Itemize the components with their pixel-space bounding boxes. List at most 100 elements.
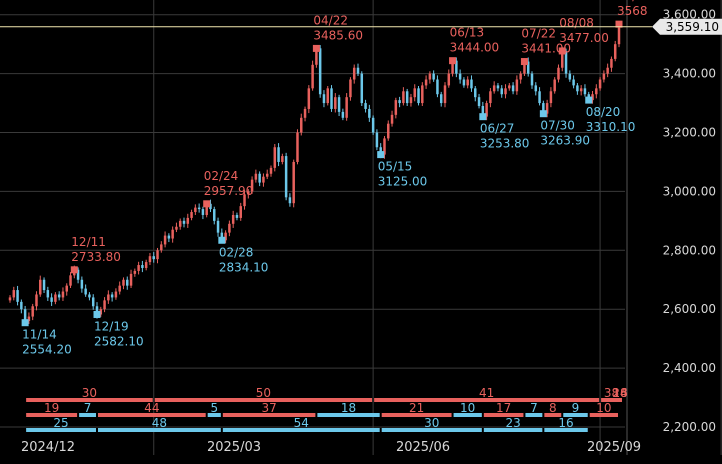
candle-body [76, 269, 80, 280]
candle-body [250, 179, 254, 192]
candle-body [421, 85, 424, 104]
annotation-date: 12/11 [71, 235, 106, 249]
candle-body [178, 220, 182, 227]
count-bar [618, 398, 622, 402]
candle-body [122, 279, 125, 286]
candle-body [281, 156, 284, 162]
annotation-price: 3444.00 [450, 41, 500, 55]
candle-body [602, 73, 606, 80]
candle-body [69, 275, 72, 286]
candle-body [405, 91, 409, 104]
count-label: 30 [82, 386, 97, 400]
candle-body [269, 167, 273, 174]
count-label: 7 [84, 401, 92, 415]
candle-body [564, 50, 568, 74]
candle-body [12, 290, 16, 298]
candle-body [54, 294, 57, 302]
x-tick-label: 2024/12 [21, 440, 75, 455]
count-bar [98, 413, 206, 417]
candle-body [398, 100, 401, 104]
y-tick-label: 3,400.00 [663, 67, 716, 81]
candle-body [300, 117, 303, 133]
count-bar [154, 398, 373, 402]
count-label: 44 [144, 401, 159, 415]
candle-body [228, 223, 231, 233]
annotation-price: 3253.80 [480, 137, 530, 151]
extreme-marker [203, 200, 211, 208]
annotation-date: 08/08 [559, 16, 594, 30]
candle-body [99, 309, 103, 315]
candle-body [364, 103, 367, 109]
extreme-marker [520, 58, 528, 66]
annotation-price: 3485.60 [313, 28, 363, 42]
candle-body [247, 191, 250, 195]
candle-body [428, 73, 432, 80]
candle-body [129, 273, 133, 286]
candle-body [156, 250, 159, 260]
current-price-tag [652, 18, 722, 35]
candle-body [523, 61, 526, 74]
count-bar [525, 413, 543, 417]
count-bar [544, 428, 588, 432]
candle-body [42, 279, 46, 291]
annotation-price: 2582.10 [94, 334, 144, 348]
count-label: 38 [604, 386, 619, 400]
candle-body [458, 73, 462, 80]
candle-body [462, 79, 466, 86]
candle-body [186, 217, 190, 224]
annotation-price: 2957.90 [204, 184, 254, 198]
candle-body [534, 85, 538, 92]
candle-body [436, 79, 439, 95]
extreme-marker [93, 310, 101, 318]
y-tick-label: 2,200.00 [663, 420, 716, 434]
candle-body [88, 294, 91, 298]
candle-body [477, 97, 481, 107]
candle-body [572, 79, 575, 86]
candle-body [349, 79, 352, 98]
candle-body [451, 60, 454, 74]
annotation-date: 09/03 [617, 0, 652, 3]
x-tick-label: 2025/06 [396, 440, 450, 455]
candle-body [273, 147, 277, 168]
y-tick-label: 2,400.00 [663, 361, 716, 375]
extreme-marker [218, 236, 226, 244]
annotation-date: 02/24 [204, 169, 239, 183]
candle-body [61, 291, 65, 298]
candle-body [542, 103, 545, 114]
count-label: 7 [530, 401, 538, 415]
candle-body [413, 88, 416, 98]
count-label: 21 [409, 401, 424, 415]
candle-body [160, 244, 163, 251]
candle-body [23, 309, 27, 321]
count-bar [381, 428, 482, 432]
candle-body [447, 73, 451, 86]
candle-body [526, 61, 530, 74]
candle-body [375, 132, 379, 148]
extreme-marker [479, 113, 487, 121]
candle-body [579, 88, 583, 92]
candle-body [213, 209, 216, 221]
candle-body [326, 88, 329, 104]
candle-body [387, 123, 390, 139]
candle-body [390, 114, 394, 124]
count-bar [381, 413, 452, 417]
candle-body [65, 285, 68, 292]
count-bar [544, 413, 562, 417]
candle-body [95, 306, 99, 315]
count-bar [483, 413, 524, 417]
candle-body [209, 203, 212, 210]
count-bar [26, 428, 97, 432]
count-label: 5 [210, 401, 218, 415]
candle-body [57, 294, 61, 298]
candle-body [239, 206, 242, 218]
candle-body [598, 79, 602, 89]
count-label: 16 [558, 416, 573, 430]
candle-body [583, 88, 587, 95]
candle-body [352, 67, 356, 80]
candle-body [35, 294, 38, 307]
candle-body [205, 203, 208, 215]
candle-body [511, 85, 515, 92]
candle-body [432, 73, 435, 80]
candle-body [190, 212, 193, 218]
candle-body [144, 262, 148, 268]
